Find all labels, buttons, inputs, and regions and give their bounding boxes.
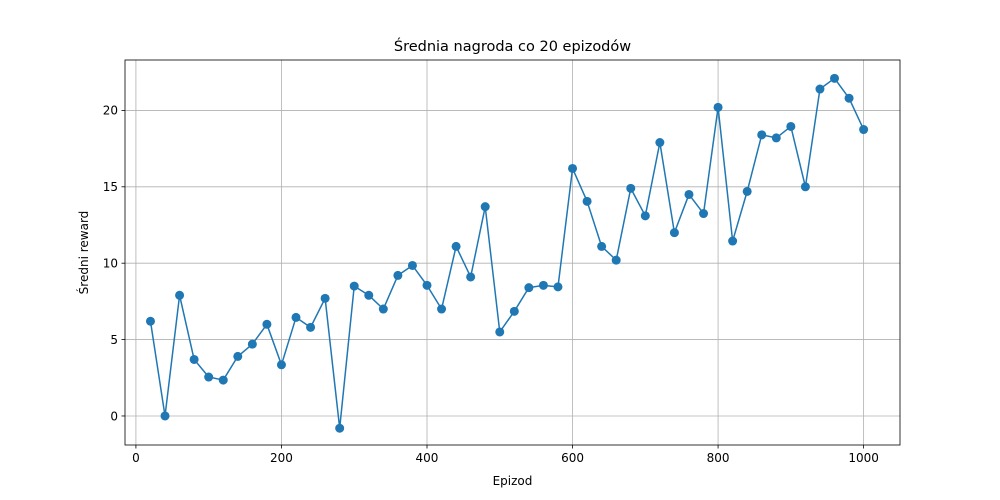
grid <box>125 60 900 445</box>
data-point <box>597 241 607 251</box>
data-point <box>800 182 810 192</box>
data-point <box>786 121 796 131</box>
data-point <box>742 186 752 196</box>
data-point <box>175 290 185 300</box>
data-point <box>538 280 548 290</box>
y-tick-label: 5 <box>110 333 118 347</box>
data-point <box>437 304 447 314</box>
y-tick-label: 0 <box>110 409 118 423</box>
data-point <box>553 282 563 292</box>
plot-frame <box>124 59 901 446</box>
data-point <box>262 319 272 329</box>
data-point <box>626 183 636 193</box>
data-point <box>306 322 316 332</box>
data-point <box>451 241 461 251</box>
data-point <box>160 411 170 421</box>
data-point <box>684 189 694 199</box>
data-point <box>815 84 825 94</box>
data-point <box>669 228 679 238</box>
data-point <box>495 327 505 337</box>
data-point <box>655 138 665 147</box>
data-point <box>509 306 519 316</box>
data-point <box>247 339 257 349</box>
data-point <box>393 270 403 280</box>
data-point <box>189 354 199 364</box>
data-point <box>407 260 417 270</box>
data-point <box>233 351 243 361</box>
data-point <box>728 236 738 246</box>
data-point <box>204 372 214 382</box>
data-point <box>713 102 723 112</box>
y-tick-label: 10 <box>103 256 118 270</box>
data-point <box>466 272 476 282</box>
data-point <box>364 290 374 300</box>
x-axis-ticks: 0 200 400 600 800 1000 <box>132 445 879 465</box>
x-tick-label: 600 <box>561 451 584 465</box>
series-layer <box>145 73 869 433</box>
chart-title: Średnia nagroda co 20 epizodów <box>394 37 631 55</box>
data-point <box>640 211 650 221</box>
data-point <box>568 163 578 173</box>
data-point <box>757 130 767 140</box>
data-point <box>335 423 345 433</box>
data-point <box>218 375 228 385</box>
data-point <box>320 293 330 303</box>
data-point <box>844 93 854 103</box>
x-tick-label: 800 <box>707 451 730 465</box>
data-point <box>771 133 781 143</box>
data-point <box>291 312 301 322</box>
data-point <box>378 304 388 314</box>
x-tick-label: 400 <box>416 451 439 465</box>
data-point <box>145 316 155 326</box>
data-point <box>276 360 286 370</box>
x-tick-label: 1000 <box>848 451 879 465</box>
x-tick-label: 0 <box>132 451 140 465</box>
data-point <box>582 196 592 206</box>
y-axis-label: Średni reward <box>76 211 91 295</box>
y-tick-label: 15 <box>103 180 118 194</box>
data-point <box>859 125 869 135</box>
data-point <box>524 283 534 293</box>
data-point <box>480 202 490 212</box>
data-point <box>422 280 432 290</box>
y-axis-ticks: 0 5 10 15 20 <box>103 104 125 423</box>
data-point <box>699 209 709 219</box>
y-tick-label: 20 <box>103 104 118 118</box>
x-axis-label: Epizod <box>493 474 533 488</box>
series-line <box>149 77 865 429</box>
data-point <box>349 281 359 291</box>
data-point <box>830 73 840 83</box>
x-tick-label: 200 <box>270 451 293 465</box>
data-point <box>611 255 621 265</box>
